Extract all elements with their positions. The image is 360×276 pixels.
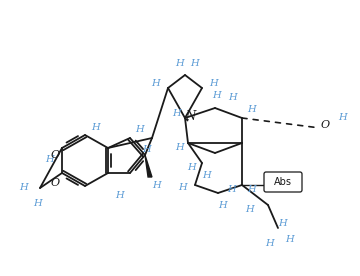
Text: O: O	[50, 150, 59, 160]
Text: H: H	[285, 235, 294, 245]
Text: H: H	[136, 126, 144, 134]
Text: H: H	[188, 163, 196, 172]
FancyBboxPatch shape	[264, 172, 302, 192]
Text: H: H	[153, 181, 161, 190]
Text: H: H	[338, 113, 347, 123]
Text: H: H	[213, 92, 221, 100]
Text: H: H	[266, 238, 274, 248]
Text: H: H	[279, 219, 287, 227]
Text: Abs: Abs	[274, 177, 292, 187]
Text: H: H	[248, 105, 256, 115]
Text: H: H	[210, 78, 219, 87]
Polygon shape	[145, 155, 152, 177]
Text: N: N	[185, 110, 195, 123]
Text: H: H	[219, 200, 228, 209]
Text: H: H	[19, 184, 28, 192]
Text: H: H	[248, 185, 256, 195]
Text: H: H	[116, 190, 124, 200]
Text: H: H	[228, 185, 237, 195]
Text: H: H	[191, 59, 199, 68]
Text: H: H	[152, 78, 160, 87]
Text: H: H	[173, 108, 181, 118]
Text: O: O	[50, 178, 59, 188]
Text: H: H	[33, 198, 42, 208]
Text: H: H	[176, 59, 184, 68]
Text: H: H	[46, 155, 54, 164]
Text: H: H	[176, 144, 184, 153]
Text: H: H	[179, 184, 187, 192]
Text: H: H	[245, 206, 254, 214]
Text: H: H	[229, 94, 237, 102]
Text: H: H	[92, 123, 100, 132]
Text: H: H	[143, 145, 151, 155]
Text: H: H	[203, 171, 211, 179]
Text: O: O	[320, 120, 329, 130]
